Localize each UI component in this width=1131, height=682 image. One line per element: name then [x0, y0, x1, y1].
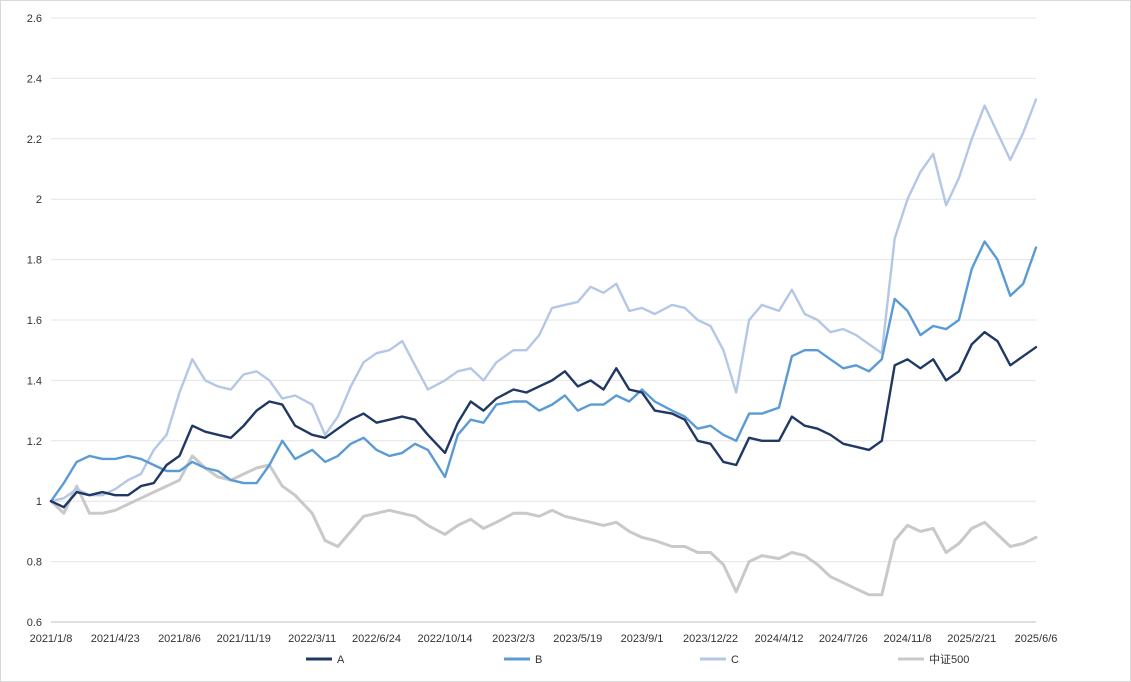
legend-label: 中证500 [929, 653, 969, 666]
x-tick-label: 2023/5/19 [553, 633, 602, 645]
series-line-C [49, 98, 1038, 503]
x-tick-label: 2023/2/3 [492, 633, 535, 645]
axes: 0.6 0.8 1 1.2 1.4 1.6 1.8 2 2.2 2.4 2.6 2021/1/8 202… [27, 13, 1058, 645]
y-tick-label: 1.8 [27, 255, 42, 267]
x-tick-label: 2024/11/8 [883, 633, 931, 645]
series-lines [49, 98, 1038, 597]
x-tick-label: 2021/11/19 [217, 633, 271, 645]
x-tick-label: 2023/9/1 [621, 633, 664, 645]
y-tick-label: 2.2 [27, 134, 42, 146]
y-tick-label: 1.4 [27, 375, 42, 387]
series-line-A [49, 330, 1038, 509]
x-tick-label: 2023/12/22 [683, 633, 738, 645]
y-tick-label: 2.6 [27, 13, 42, 25]
legend-label: B [535, 654, 542, 666]
legend: A B C 中证500 [306, 653, 969, 666]
y-tick-label: 1.6 [27, 315, 42, 327]
y-tick-label: 2.4 [27, 73, 42, 85]
x-tick-label: 2022/10/14 [417, 633, 472, 645]
x-tick-label: 2022/3/11 [288, 633, 336, 645]
x-tick-label: 2021/1/8 [30, 633, 73, 645]
x-tick-label: 2024/7/26 [819, 633, 868, 645]
legend-label: C [731, 654, 739, 666]
x-tick-label: 2024/4/12 [755, 633, 804, 645]
y-tick-label: 0.8 [27, 557, 42, 569]
y-tick-label: 2 [36, 194, 42, 206]
series-line-B [49, 240, 1038, 503]
x-tick-label: 2025/6/6 [1015, 633, 1058, 645]
y-tick-label: 0.6 [27, 617, 42, 629]
series-line-中证500 [49, 454, 1038, 597]
x-tick-label: 2022/6/24 [352, 633, 401, 645]
x-tick-label: 2025/2/21 [947, 633, 996, 645]
legend-label: A [337, 654, 345, 666]
x-tick-label: 2021/8/6 [158, 633, 201, 645]
y-tick-label: 1 [36, 496, 42, 508]
x-tick-label: 2021/4/23 [91, 633, 140, 645]
gridlines [51, 17, 1036, 623]
y-tick-label: 1.2 [27, 436, 42, 448]
